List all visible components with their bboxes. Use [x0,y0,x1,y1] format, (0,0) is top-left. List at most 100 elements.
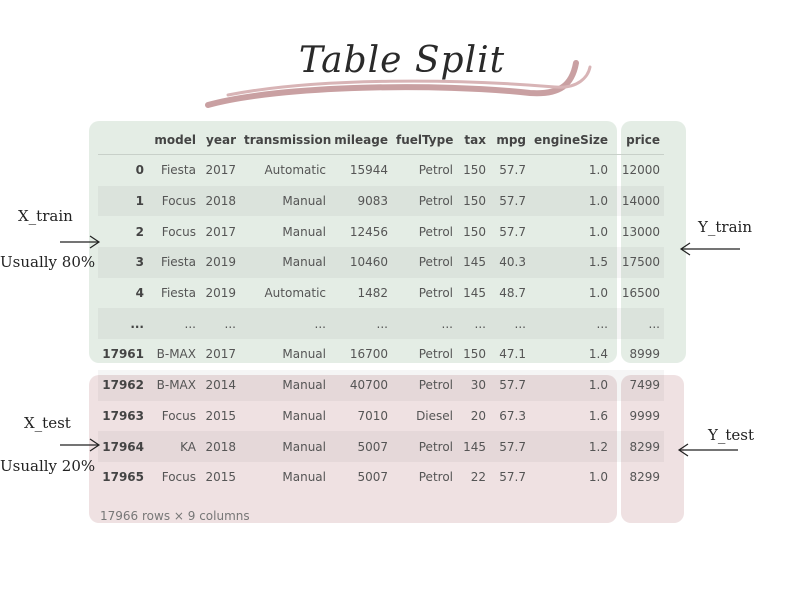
table-cell: ... [457,308,490,340]
row-index-cell: 17962 [98,369,148,401]
row-index-cell: ... [98,308,148,340]
table-cell: Fiesta [148,247,200,278]
table-cell: 40700 [330,369,392,401]
table-row: 17963 Focus 2015 Manual 7010 Diesel 20 67.3 1.6 9… [98,401,664,432]
table-cell: 5007 [357,470,388,485]
column-header: tax [457,126,490,155]
row-index-cell: 17964 [98,431,148,462]
table-cell: 57.7 [499,224,526,239]
y-test-arrow-icon [677,443,738,457]
table-cell: 9083 [330,185,392,217]
table-cell: 15944 [349,163,388,178]
table-cell: 16700 [349,347,388,362]
table-cell: 145 [457,247,490,278]
x-test-region [89,375,617,523]
column-header [98,126,148,155]
table-cell: Diesel [416,408,453,423]
table-row: 0 Fiesta 2017 Automatic 15944 Petrol 150 57.7 1.… [98,155,664,186]
column-header: model [148,126,200,155]
table-cell: 145 [457,431,490,462]
table-cell: 9999 [629,408,660,423]
table-cell: 2018 [200,185,240,217]
table-cell: 150 [463,163,486,178]
table-cell: 17500 [612,247,664,278]
table-cell: Manual [282,470,326,485]
table-cell: Fiesta [160,163,196,178]
table-cell: Petrol [418,347,453,362]
column-header: year [200,126,240,155]
table-cell: Fiesta [160,286,196,301]
table-cell: 2017 [205,163,236,178]
x-test-arrow-icon [60,438,101,452]
table-cell: Petrol [418,470,453,485]
table-cell: 12456 [349,224,388,239]
table-cell: 10460 [330,247,392,278]
title-swoosh-decoration [205,60,592,108]
table-cell: ... [612,308,664,340]
table-cell: ... [490,308,530,340]
table-cell: 67.3 [499,408,526,423]
table-cell: Manual [240,247,330,278]
column-header: fuelType [392,126,457,155]
table-cell: ... [200,308,240,340]
x-train-region [89,121,617,363]
table-cell: Focus [148,185,200,217]
table-cell: Manual [282,408,326,423]
table-cell: 1482 [357,286,388,301]
table-cell: 14000 [612,185,664,217]
table-row: 2 Focus 2017 Manual 12456 Petrol 150 57.7 1.0 130… [98,216,664,247]
table-cell: 8299 [629,470,660,485]
table-cell: B-MAX [156,347,196,362]
table-cell: Petrol [418,163,453,178]
table-cell: ... [148,308,200,340]
table-cell: 150 [463,224,486,239]
table-cell: 16500 [621,286,660,301]
diagram-title: Table Split [298,40,506,81]
table-cell: ... [530,308,612,340]
table-cell: 1.5 [530,247,612,278]
table-cell: KA [148,431,200,462]
table-cell: 1.6 [588,408,608,423]
table-cell: 8999 [629,347,660,362]
table-cell: Manual [240,369,330,401]
table-cell: 30 [457,369,490,401]
table-cell: 145 [463,286,486,301]
table-row: 17961 B-MAX 2017 Manual 16700 Petrol 150 47.1 1.… [98,339,664,370]
table-cell: 1.0 [588,163,608,178]
table-cell: 2018 [200,431,240,462]
table-cell: 2015 [205,408,236,423]
row-index-cell: 17961 [102,347,144,362]
table-cell: 7010 [357,408,388,423]
column-header: engineSize [530,126,612,155]
table-cell: 1.0 [588,224,608,239]
table-cell: B-MAX [148,369,200,401]
table-cell: Manual [240,431,330,462]
table-cell: ... [330,308,392,340]
table-row: .............................. [98,308,664,340]
table-cell: ... [240,308,330,340]
x-test-label: X_test [24,414,71,432]
table-cell: 12000 [621,163,660,178]
table-cell: 1.2 [530,431,612,462]
row-index-cell: 4 [135,286,144,301]
table-cell: Manual [240,185,330,217]
table-row: 17965 Focus 2015 Manual 5007 Petrol 22 57.7 1.0 8… [98,462,664,493]
y-train-region [621,121,686,363]
table-cell: 1.0 [530,185,612,217]
row-index-cell: 0 [135,163,144,178]
table-cell: 20 [470,408,486,423]
table-cell: Focus [161,224,196,239]
table-cell: Petrol [392,369,457,401]
table-cell: 2015 [205,470,236,485]
table-cell: 1.0 [588,286,608,301]
x-train-arrow-icon [60,235,101,249]
row-index-cell: 2 [135,224,144,239]
table-cell: 57.7 [490,369,530,401]
table-header-row: model year transmission mileage fuelType… [98,126,664,155]
row-index-cell: 17963 [102,408,144,423]
table-cell: 13000 [621,224,660,239]
table-cell: 2019 [205,286,236,301]
table-cell: 47.1 [499,347,526,362]
y-test-region [621,375,684,523]
table-cell: 5007 [330,431,392,462]
